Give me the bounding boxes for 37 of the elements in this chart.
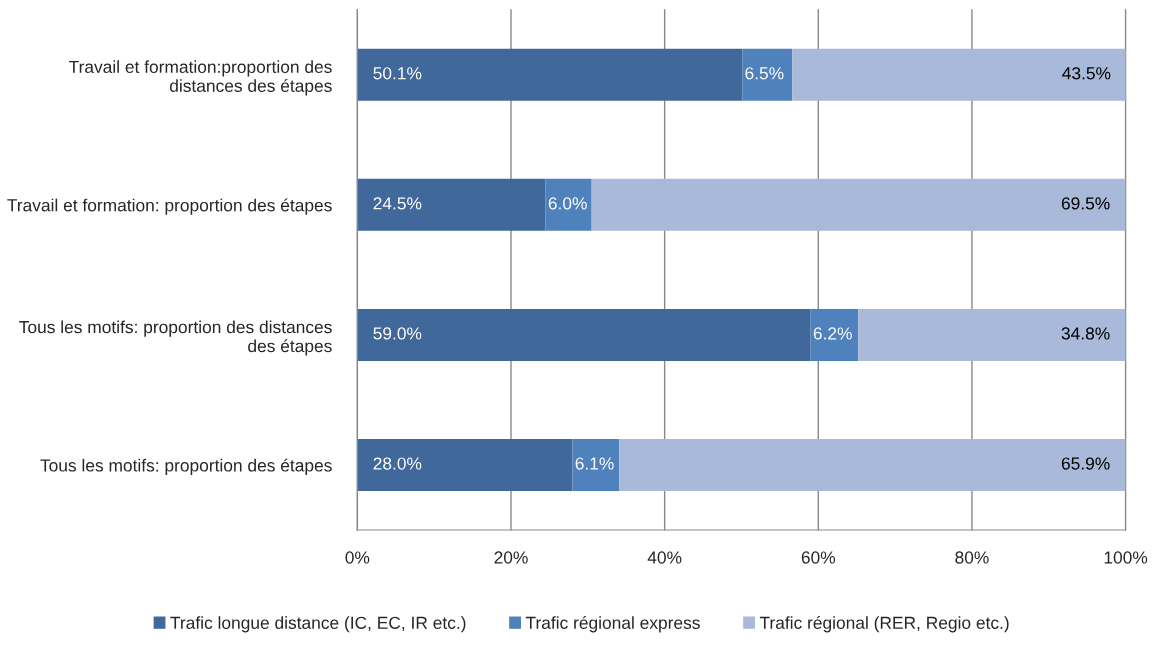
data-label: 6.1% xyxy=(575,457,614,470)
y-tick-label: Tous les motifs: proportion des étapes xyxy=(40,458,332,476)
data-label: 6.5% xyxy=(745,67,784,80)
data-label: 6.0% xyxy=(548,197,587,210)
x-tick-label: 80% xyxy=(955,551,989,564)
data-label: 43.5% xyxy=(1062,67,1111,80)
x-tick-label: 100% xyxy=(1104,551,1148,564)
bar xyxy=(591,178,1126,231)
bar xyxy=(792,48,1126,101)
y-tick-label: Travail et formation: proportion des étapes xyxy=(7,198,332,215)
bar xyxy=(545,178,592,231)
data-label: 24.5% xyxy=(373,197,422,210)
legend-label: Trafic longue distance (IC, EC, IR etc.) xyxy=(170,616,466,633)
bar xyxy=(357,308,811,361)
y-tick-label: Travail et formation:proportion des distances des étapes xyxy=(69,60,332,96)
x-tick-label: 20% xyxy=(494,551,528,564)
data-label: 69.5% xyxy=(1061,197,1110,210)
data-label: 50.1% xyxy=(373,67,422,80)
data-label: 59.0% xyxy=(373,327,422,340)
y-tick-label: Tous les motifs: proportion des distances des étapes xyxy=(19,320,332,356)
data-label: 6.2% xyxy=(813,327,852,340)
x-tick-label: 40% xyxy=(647,551,682,564)
bar xyxy=(572,439,620,492)
data-label: 34.8% xyxy=(1061,327,1110,340)
data-label: 65.9% xyxy=(1061,457,1110,470)
x-tick-label: 60% xyxy=(801,551,836,564)
bar xyxy=(810,308,859,361)
bar xyxy=(357,48,743,101)
bar xyxy=(742,48,793,101)
legend-label: Trafic régional express xyxy=(525,615,700,633)
x-tick-label: 0% xyxy=(345,551,370,564)
legend-label: Trafic régional (RER, Regio etc.) xyxy=(759,615,1009,633)
bar xyxy=(357,178,546,231)
data-label: 28.0% xyxy=(373,457,422,470)
bar xyxy=(619,439,1126,492)
bar xyxy=(357,439,573,492)
bar xyxy=(858,308,1126,361)
